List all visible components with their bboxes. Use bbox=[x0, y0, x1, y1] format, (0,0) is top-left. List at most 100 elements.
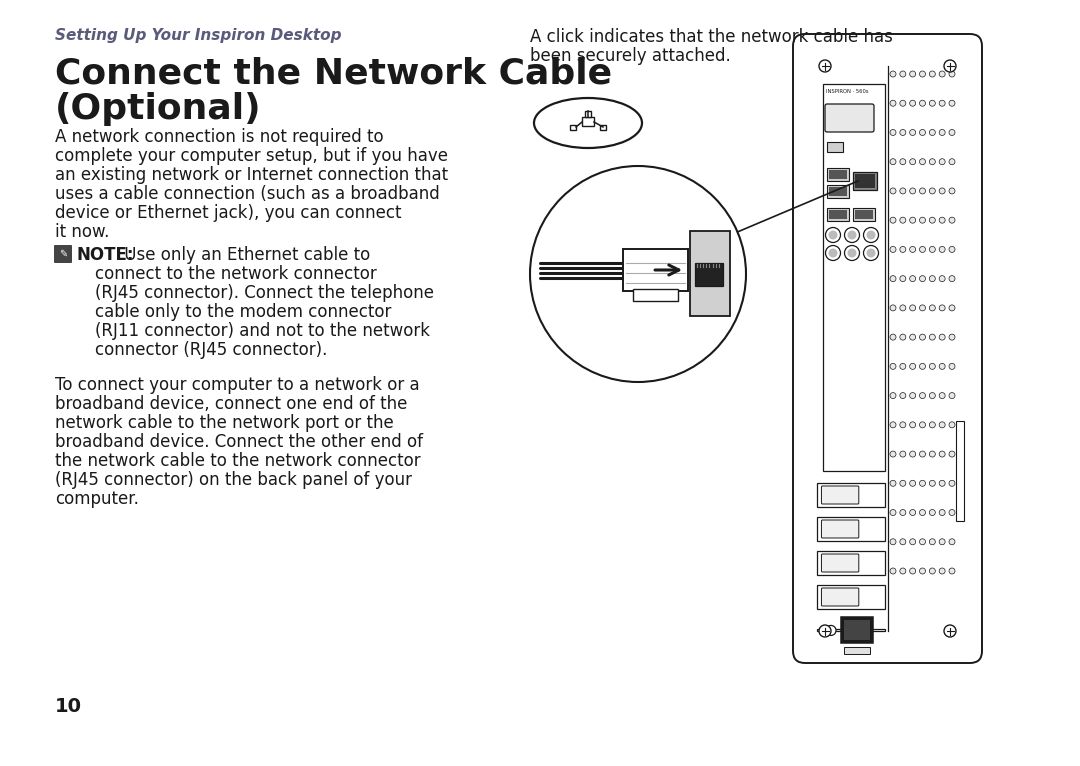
Bar bbox=[600, 125, 606, 130]
Circle shape bbox=[929, 451, 935, 457]
Circle shape bbox=[940, 334, 945, 340]
Text: broadband device, connect one end of the: broadband device, connect one end of the bbox=[55, 395, 407, 413]
Circle shape bbox=[819, 60, 831, 72]
Bar bbox=[582, 117, 594, 126]
Circle shape bbox=[919, 451, 926, 457]
Circle shape bbox=[890, 422, 896, 428]
Circle shape bbox=[848, 231, 856, 240]
Circle shape bbox=[919, 247, 926, 253]
Circle shape bbox=[890, 247, 896, 253]
Circle shape bbox=[940, 480, 945, 486]
Text: an existing network or Internet connection that: an existing network or Internet connecti… bbox=[55, 166, 448, 184]
Circle shape bbox=[929, 71, 935, 77]
Circle shape bbox=[940, 276, 945, 282]
Circle shape bbox=[944, 60, 956, 72]
Circle shape bbox=[949, 538, 955, 545]
Circle shape bbox=[929, 363, 935, 369]
Circle shape bbox=[900, 480, 906, 486]
Bar bbox=[853, 208, 875, 221]
Circle shape bbox=[929, 422, 935, 428]
Circle shape bbox=[909, 188, 916, 194]
Circle shape bbox=[949, 71, 955, 77]
Text: A network connection is not required to: A network connection is not required to bbox=[55, 128, 383, 146]
Circle shape bbox=[940, 568, 945, 574]
Circle shape bbox=[900, 538, 906, 545]
Bar bbox=[829, 170, 847, 179]
Circle shape bbox=[949, 480, 955, 486]
Circle shape bbox=[848, 248, 856, 257]
Circle shape bbox=[825, 228, 840, 243]
Circle shape bbox=[909, 218, 916, 223]
Circle shape bbox=[909, 305, 916, 311]
Text: network cable to the network port or the: network cable to the network port or the bbox=[55, 414, 394, 432]
Bar bbox=[816, 585, 885, 609]
Bar bbox=[633, 289, 678, 301]
Text: NOTE:: NOTE: bbox=[77, 246, 135, 264]
Circle shape bbox=[940, 159, 945, 165]
Circle shape bbox=[819, 625, 831, 637]
Circle shape bbox=[900, 422, 906, 428]
Circle shape bbox=[890, 451, 896, 457]
Circle shape bbox=[828, 248, 837, 257]
Bar bbox=[843, 647, 870, 654]
Circle shape bbox=[919, 305, 926, 311]
Text: INSPIRON · 560s: INSPIRON · 560s bbox=[826, 89, 868, 94]
Text: computer.: computer. bbox=[55, 490, 139, 508]
Circle shape bbox=[944, 625, 956, 637]
Circle shape bbox=[919, 100, 926, 106]
Circle shape bbox=[949, 100, 955, 106]
Circle shape bbox=[909, 276, 916, 282]
Circle shape bbox=[864, 228, 878, 243]
Bar bbox=[855, 174, 875, 188]
Text: 10: 10 bbox=[55, 697, 82, 716]
Circle shape bbox=[826, 626, 836, 636]
Text: (Optional): (Optional) bbox=[55, 92, 261, 126]
Text: ✎: ✎ bbox=[59, 249, 67, 259]
Text: (RJ11 connector) and not to the network: (RJ11 connector) and not to the network bbox=[95, 322, 430, 340]
Circle shape bbox=[909, 451, 916, 457]
Bar bbox=[816, 517, 885, 541]
Text: (RJ45 connector) on the back panel of your: (RJ45 connector) on the back panel of yo… bbox=[55, 471, 411, 489]
Circle shape bbox=[909, 568, 916, 574]
Circle shape bbox=[949, 305, 955, 311]
Circle shape bbox=[949, 363, 955, 369]
Circle shape bbox=[919, 568, 926, 574]
Text: been securely attached.: been securely attached. bbox=[530, 47, 731, 65]
Circle shape bbox=[900, 334, 906, 340]
Circle shape bbox=[825, 245, 840, 260]
Circle shape bbox=[900, 129, 906, 136]
Bar bbox=[855, 210, 873, 219]
Text: cable only to the modem connector: cable only to the modem connector bbox=[95, 303, 391, 321]
Bar bbox=[585, 111, 591, 117]
Circle shape bbox=[919, 276, 926, 282]
Circle shape bbox=[900, 568, 906, 574]
FancyBboxPatch shape bbox=[793, 34, 982, 663]
Bar bbox=[823, 84, 885, 471]
Circle shape bbox=[929, 218, 935, 223]
FancyBboxPatch shape bbox=[822, 520, 859, 538]
Circle shape bbox=[919, 480, 926, 486]
Circle shape bbox=[919, 218, 926, 223]
Circle shape bbox=[900, 218, 906, 223]
Text: complete your computer setup, but if you have: complete your computer setup, but if you… bbox=[55, 147, 448, 165]
Circle shape bbox=[940, 71, 945, 77]
Circle shape bbox=[900, 100, 906, 106]
Circle shape bbox=[909, 334, 916, 340]
Circle shape bbox=[929, 100, 935, 106]
Circle shape bbox=[864, 245, 878, 260]
Circle shape bbox=[929, 568, 935, 574]
Bar bbox=[827, 185, 849, 198]
Circle shape bbox=[949, 509, 955, 516]
Circle shape bbox=[919, 538, 926, 545]
Circle shape bbox=[845, 245, 860, 260]
Circle shape bbox=[890, 393, 896, 398]
Circle shape bbox=[940, 100, 945, 106]
Circle shape bbox=[940, 451, 945, 457]
Text: the network cable to the network connector: the network cable to the network connect… bbox=[55, 452, 420, 470]
Circle shape bbox=[919, 129, 926, 136]
Text: Connect the Network Cable: Connect the Network Cable bbox=[55, 56, 612, 90]
Circle shape bbox=[909, 71, 916, 77]
Bar bbox=[956, 421, 964, 521]
Circle shape bbox=[890, 480, 896, 486]
Circle shape bbox=[949, 188, 955, 194]
